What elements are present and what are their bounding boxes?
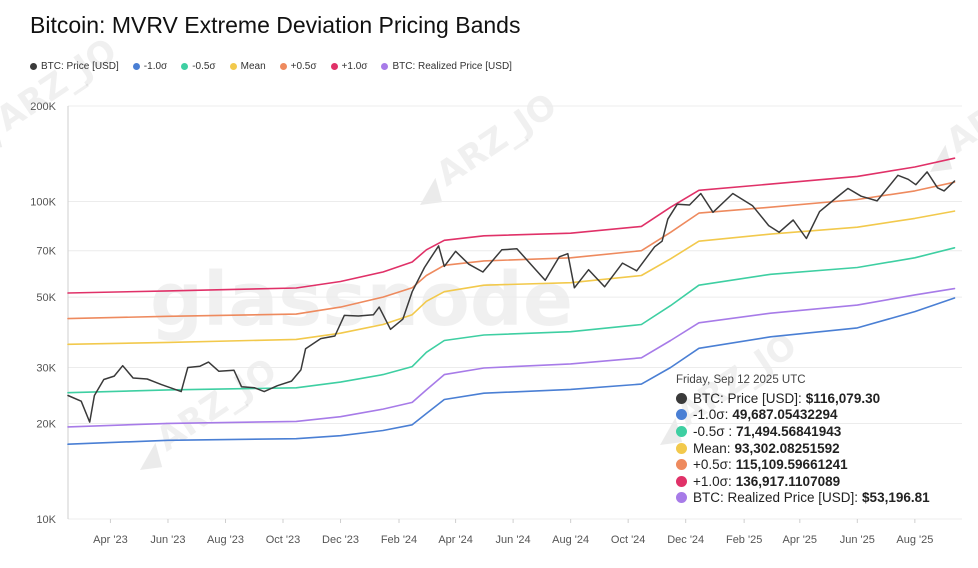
x-tick-label: Dec '23 (322, 534, 359, 546)
legend-dot (132, 63, 140, 70)
legend-label: Mean (240, 61, 266, 72)
x-tick-label: Apr '24 (438, 534, 473, 546)
x-tick-label: Aug '23 (207, 534, 244, 546)
handle-watermark-text: ARZ_JO (149, 351, 284, 460)
grid-layer (68, 105, 962, 520)
tooltip-row-minus-1-sigma: -1.0σ: 49,687.05432294 (676, 407, 930, 424)
y-tick-label: 70K (36, 246, 56, 258)
chart-title: Bitcoin: MVRV Extreme Deviation Pricing … (30, 12, 521, 38)
y-tick-label: 30K (36, 363, 56, 375)
legend-label: +1.0σ (341, 61, 368, 72)
series-line-mean (67, 210, 956, 346)
arrow-logo-icon (660, 417, 683, 445)
tooltip-label: BTC: Price [USD]: (693, 390, 802, 406)
handle-watermark-text: ARZ_JO (939, 53, 978, 162)
legend-item-minus-1-sigma[interactable]: -1.0σ (132, 61, 168, 72)
tooltip-value: 71,494.56841943 (736, 423, 842, 439)
legend-label: BTC: Price [USD] (41, 61, 119, 72)
x-tick-label: Dec '24 (667, 534, 704, 546)
handle-watermark-text: ARZ_JO (0, 31, 124, 140)
y-tick-label: 200K (30, 101, 56, 113)
series-line-realized-price (67, 287, 956, 428)
tooltip-date: Friday, Sep 12 2025 UTC (676, 374, 806, 386)
legend-item-minus-half-sigma[interactable]: -0.5σ (181, 61, 216, 72)
tooltip-dot (676, 459, 687, 471)
tooltip-label: Mean: (693, 440, 731, 456)
tooltip-label: +0.5σ: (693, 457, 732, 473)
legend-label: +0.5σ (290, 61, 317, 72)
axis-layer: 10K 20K 30K 50K 70K 100K 200K Apr '23 Jun '23 Aug… (30, 101, 933, 546)
x-tick-label: Oct '24 (611, 534, 646, 546)
tooltip-dot (676, 442, 687, 454)
tooltip-dot (676, 392, 687, 404)
legend-dot (30, 63, 37, 70)
tooltip-value: 115,109.59661241 (735, 457, 848, 473)
y-tick-label: 20K (36, 418, 56, 430)
x-tick-label: Jun '23 (150, 534, 185, 546)
tooltip-dot (676, 492, 687, 504)
legend-dot (279, 63, 287, 70)
tooltip-value: $116,079.30 (805, 390, 881, 406)
legend-label: BTC: Realized Price [USD] (392, 61, 512, 72)
legend-dot (330, 63, 338, 70)
tooltip-label: BTC: Realized Price [USD]: (693, 490, 859, 506)
x-tick-label: Aug '25 (896, 534, 933, 546)
arrow-logo-icon (140, 442, 163, 470)
legend-dot (381, 63, 389, 70)
x-tick-label: Jun '24 (496, 534, 531, 546)
series-line-plus-1-sigma (67, 157, 956, 294)
chart-tooltip: Friday, Sep 12 2025 UTC BTC: Price [USD]… (676, 374, 930, 506)
tooltip-label: -1.0σ: (693, 407, 729, 423)
x-tick-label: Apr '23 (93, 534, 128, 546)
tooltip-row-plus-1-sigma: +1.0σ: 136,917.1107089 (676, 473, 930, 490)
tooltip-row-realized-price: BTC: Realized Price [USD]: $53,196.81 (676, 490, 930, 507)
handle-watermark-4: ARZ_JO (930, 53, 978, 172)
legend-item-plus-half-sigma[interactable]: +0.5σ (279, 61, 317, 72)
tooltip-row-mean: Mean: 93,302.08251592 (676, 440, 930, 457)
x-tick-label: Aug '24 (552, 534, 589, 546)
legend-dot (229, 63, 237, 70)
tooltip-row-minus-half-sigma: -0.5σ : 71,494.56841943 (676, 423, 930, 440)
arrow-logo-icon (930, 144, 953, 172)
glassnode-watermark: glassnode (150, 257, 573, 343)
tooltip-dot (676, 475, 687, 487)
handle-watermark-5: ARZ_JO (0, 31, 124, 150)
series-layer (67, 157, 956, 445)
tooltip-label: +1.0σ: (693, 473, 732, 489)
chart-legend: BTC: Price [USD] -1.0σ -0.5σ Mean +0.5σ … (30, 61, 512, 72)
series-line-minus-half-sigma (67, 247, 956, 394)
x-tick-label: Feb '25 (726, 534, 762, 546)
tooltip-row-plus-half-sigma: +0.5σ: 115,109.59661241 (676, 456, 930, 473)
legend-item-plus-1-sigma[interactable]: +1.0σ (330, 61, 368, 72)
handle-watermark-text: ARZ_JO (429, 86, 564, 195)
x-tick-label: Oct '23 (266, 534, 301, 546)
arrow-logo-icon (420, 177, 443, 205)
series-line-btc-price (67, 171, 956, 423)
tooltip-value: 93,302.08251592 (734, 440, 840, 456)
legend-dot (181, 63, 189, 70)
handle-watermark-2: ARZ_JO (140, 351, 284, 470)
tooltip-row-btc-price: BTC: Price [USD]: $116,079.30 (676, 390, 930, 407)
tooltip-dot (676, 425, 687, 437)
legend-item-realized-price[interactable]: BTC: Realized Price [USD] (381, 61, 512, 72)
series-line-plus-half-sigma (67, 181, 956, 320)
tooltip-label: -0.5σ : (693, 423, 733, 439)
x-tick-label: Apr '25 (783, 534, 818, 546)
series-line-minus-1-sigma (67, 297, 956, 445)
x-tick-label: Jun '25 (840, 534, 875, 546)
y-tick-label: 10K (36, 514, 56, 526)
handle-watermark-1: ARZ_JO (420, 86, 564, 205)
legend-label: -0.5σ (192, 61, 216, 72)
y-tick-label: 50K (36, 292, 56, 304)
legend-item-btc-price[interactable]: BTC: Price [USD] (30, 61, 119, 72)
tooltip-value: 136,917.1107089 (735, 473, 841, 489)
tooltip-dot (676, 409, 687, 421)
x-tick-label: Feb '24 (381, 534, 417, 546)
y-tick-label: 100K (30, 197, 56, 209)
tooltip-value: $53,196.81 (862, 490, 930, 506)
legend-item-mean[interactable]: Mean (229, 61, 266, 72)
tooltip-value: 49,687.05432294 (732, 407, 838, 423)
legend-label: -1.0σ (143, 61, 168, 72)
